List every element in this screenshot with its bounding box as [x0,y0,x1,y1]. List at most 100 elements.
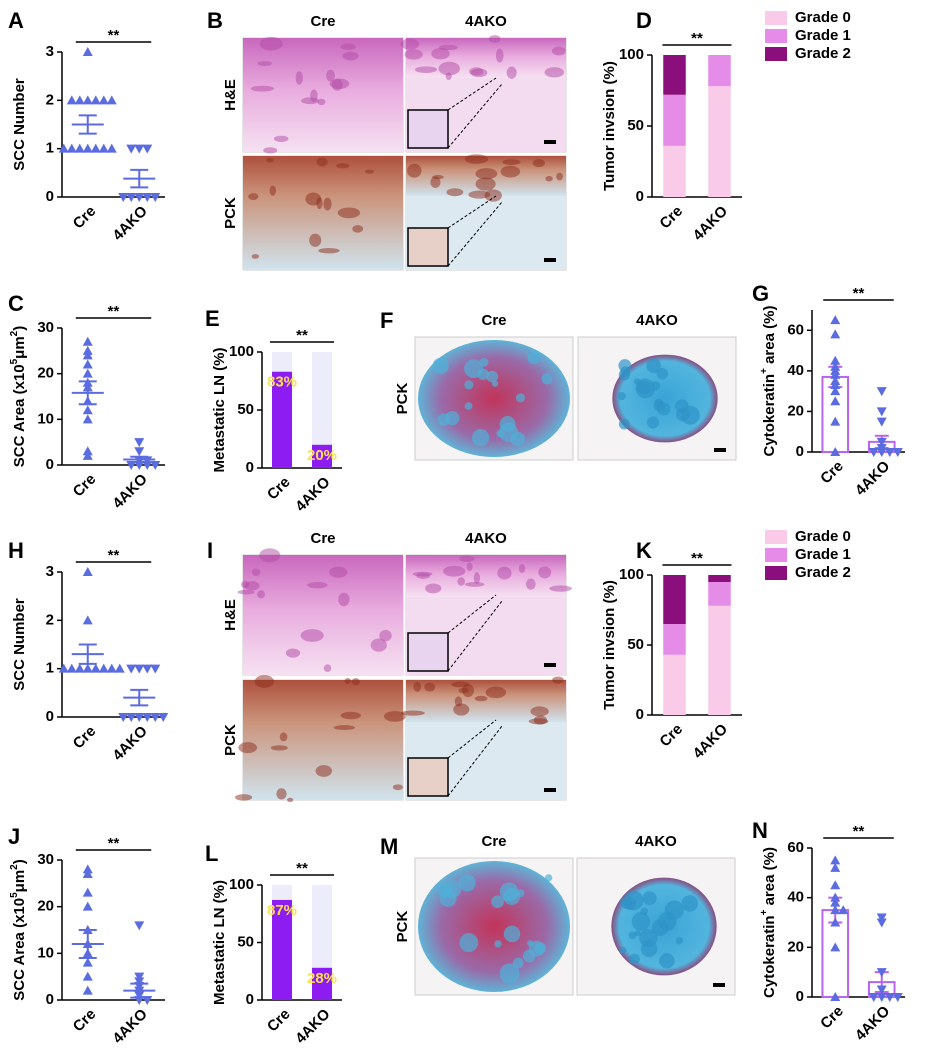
texture [425,583,442,594]
texture [459,555,475,562]
data-point [134,713,145,722]
column-label: 4AKO [465,530,507,547]
texture [446,188,464,197]
texture [646,358,662,374]
x-tick-label: 4AKO [852,457,894,499]
texture [617,391,626,401]
panel-letter: A [8,8,24,33]
bar-segment [663,654,686,715]
bar-segment [663,145,686,197]
texture [675,936,684,945]
significance-label: ** [108,27,120,44]
y-axis-label-part: SCC Area (x10 [11,364,28,467]
scale-bar [544,788,556,792]
texture [273,135,289,142]
data-point [98,143,109,153]
texture [248,193,259,201]
bar [272,899,292,1000]
bar-segment [708,575,731,582]
row-label: PCK [394,910,411,942]
y-tick-label: 0 [636,706,644,723]
value-label: 87% [267,902,297,919]
y-axis-label: SCC Number [11,78,28,171]
texture [484,189,502,202]
y-tick-label: 30 [37,319,54,336]
texture [259,36,283,51]
x-tick-label: Cre [817,1003,847,1033]
texture [307,581,328,589]
panel-letter: F [380,308,393,333]
texture [503,925,521,943]
y-tick-label: 50 [237,933,254,950]
y-axis-label-part: SCC Area (x10 [11,898,28,1001]
texture [315,765,333,777]
data-point [82,95,93,105]
scale-bar [544,258,556,262]
texture [634,930,641,937]
texture [464,402,473,410]
data-point [82,345,93,355]
legend-swatch [765,47,787,61]
data-point [142,144,153,154]
data-point [876,387,887,397]
data-point [82,869,93,878]
texture [491,895,504,909]
bar-segment [663,94,686,146]
texture [244,581,260,591]
data-point [150,461,161,470]
data-point [868,448,879,457]
data-point [830,905,841,915]
micrograph [242,36,404,154]
significance-label: ** [691,30,703,47]
data-point [106,143,117,153]
texture [494,940,502,948]
data-point [876,913,887,923]
data-point [892,993,903,1002]
inset [407,109,449,149]
data-point [82,663,93,673]
micrograph [577,336,737,461]
texture [318,247,340,254]
y-tick-label: 1 [46,140,54,157]
texture [269,185,277,196]
texture [305,192,322,206]
data-point [876,968,887,978]
micrograph [414,336,574,461]
legend-label: Grade 0 [795,9,851,26]
texture [503,887,521,905]
texture [500,165,521,178]
column-label: 4AKO [636,312,678,329]
y-axis-label-part: area (%) [761,847,778,910]
texture [336,163,350,169]
significance-label: ** [296,860,308,877]
legend-label: Grade 2 [795,564,851,581]
micrograph [414,857,574,996]
texture [475,168,498,180]
y-tick-label: 10 [37,944,54,961]
panel-letter: M [380,834,398,859]
row-label: PCK [394,382,411,414]
texture [488,35,501,43]
significance-label: ** [853,285,865,302]
legend-label: Grade 1 [795,546,851,563]
data-point [876,448,887,457]
y-axis-label: Tumor invsion (%) [601,61,618,191]
y-tick-label: 100 [229,343,254,360]
data-point [82,405,93,415]
texture [234,794,253,801]
data-point [82,368,93,378]
bar-segment [663,55,686,95]
texture [431,48,450,60]
texture [286,797,294,802]
y-axis-label: SCC Number [11,598,28,691]
x-tick-label: Cre [70,723,100,753]
data-point [126,664,137,674]
texture [379,629,392,642]
texture [251,568,261,576]
data-point [158,713,169,722]
texture [270,745,288,751]
texture [392,784,403,791]
y-axis-label: SCC Area (x105μm2) [9,326,28,467]
data-point [58,663,69,673]
texture [453,703,470,716]
